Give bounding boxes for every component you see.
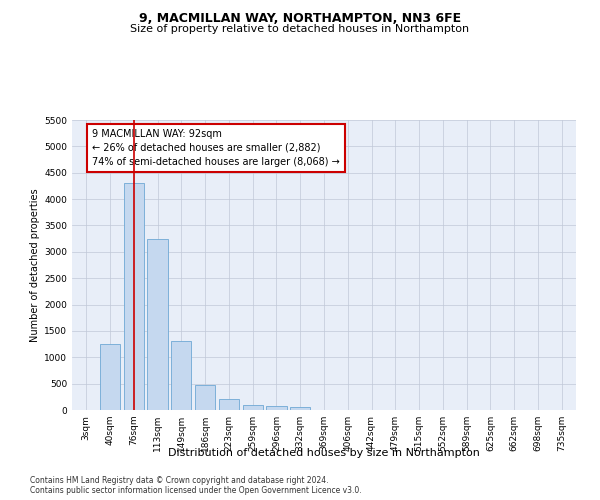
- Bar: [148, 238, 167, 410]
- Bar: [219, 400, 239, 410]
- Text: 9 MACMILLAN WAY: 92sqm
← 26% of detached houses are smaller (2,882)
74% of semi-: 9 MACMILLAN WAY: 92sqm ← 26% of detached…: [92, 128, 340, 166]
- Bar: [242, 404, 263, 410]
- Bar: [195, 384, 215, 410]
- Text: Contains HM Land Registry data © Crown copyright and database right 2024.
Contai: Contains HM Land Registry data © Crown c…: [30, 476, 362, 495]
- Text: Size of property relative to detached houses in Northampton: Size of property relative to detached ho…: [130, 24, 470, 34]
- Bar: [171, 342, 191, 410]
- Y-axis label: Number of detached properties: Number of detached properties: [30, 188, 40, 342]
- Bar: [266, 406, 287, 410]
- Bar: [100, 344, 120, 410]
- Bar: [290, 408, 310, 410]
- Bar: [124, 184, 144, 410]
- Text: 9, MACMILLAN WAY, NORTHAMPTON, NN3 6FE: 9, MACMILLAN WAY, NORTHAMPTON, NN3 6FE: [139, 12, 461, 26]
- Text: Distribution of detached houses by size in Northampton: Distribution of detached houses by size …: [168, 448, 480, 458]
